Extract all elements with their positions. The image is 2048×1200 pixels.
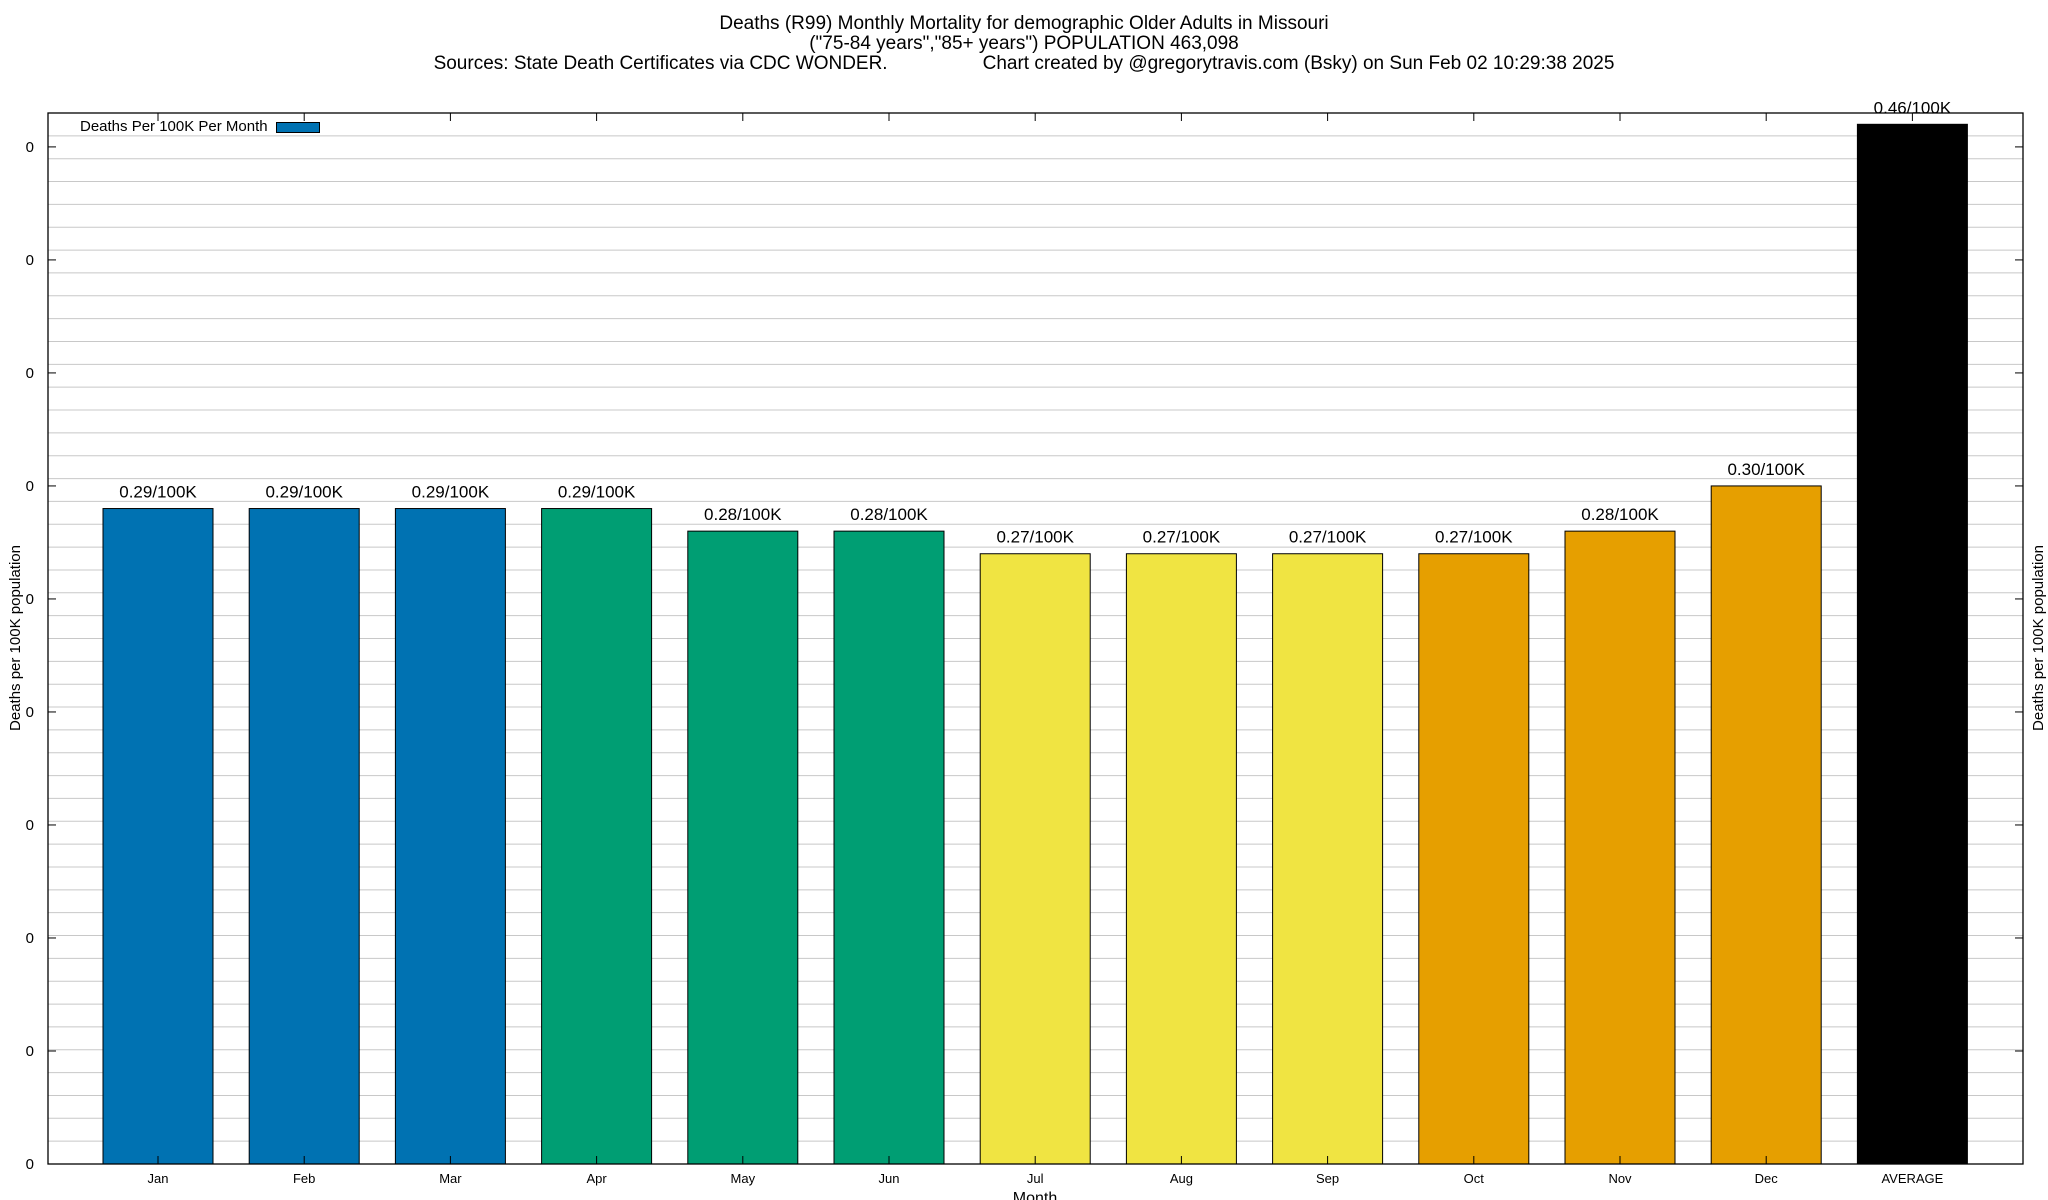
bar-jan (102, 508, 214, 1165)
x-tick-label: Feb (293, 1171, 315, 1186)
bar-average (1856, 123, 1968, 1165)
x-tick-label: Nov (1608, 1171, 1632, 1186)
y-axis-label-right: Deaths per 100K population (2030, 545, 2047, 731)
x-tick-label: Jan (148, 1171, 169, 1186)
data-label-jun: 0.28/100K (850, 505, 928, 524)
legend: Deaths Per 100K Per Month (80, 118, 320, 136)
y-tick-label: 0 (26, 139, 34, 156)
y-tick-label: 0 (26, 478, 34, 495)
y-tick-label: 0 (26, 365, 34, 382)
bar-sep (1272, 553, 1384, 1165)
data-label-oct: 0.27/100K (1435, 528, 1513, 547)
y-tick-label: 0 (26, 1156, 34, 1173)
data-label-aug: 0.27/100K (1143, 528, 1221, 547)
bar-may (687, 530, 799, 1165)
chart-credit-line: Chart created by @gregorytravis.com (Bsk… (982, 53, 1615, 74)
chart-sources-credit: Sources: State Death Certificates via CD… (0, 53, 2048, 75)
x-tick-label: May (731, 1171, 756, 1186)
y-tick-label: 0 (26, 817, 34, 834)
bar-dec (1710, 485, 1822, 1165)
x-tick-label: AVERAGE (1881, 1171, 1943, 1186)
x-tick-label: Dec (1755, 1171, 1779, 1186)
bars (102, 123, 1968, 1165)
bar-mar (394, 508, 506, 1165)
chart-title: Deaths (R99) Monthly Mortality for demog… (719, 13, 1329, 34)
data-label-mar: 0.29/100K (412, 483, 490, 502)
data-label-jul: 0.27/100K (996, 528, 1074, 547)
x-tick-label: Jun (879, 1171, 900, 1186)
x-tick-label: Sep (1316, 1171, 1339, 1186)
x-tick-label: Oct (1464, 1171, 1485, 1186)
plot-frame (47, 112, 2024, 1165)
y-tick-label: 0 (26, 930, 34, 947)
y-tick-label: 0 (26, 591, 34, 608)
y-tick-label: 0 (26, 704, 34, 721)
y-tick-label: 0 (26, 252, 34, 269)
chart-source-line: Sources: State Death Certificates via CD… (433, 53, 888, 74)
data-labels: 0.29/100K 0.29/100K 0.29/100K 0.29/100K 0.28… (119, 98, 1952, 546)
data-label-may: 0.28/100K (704, 505, 782, 524)
chart-subtitle: ("75-84 years","85+ years") POPULATION 4… (809, 33, 1239, 54)
data-label-apr: 0.29/100K (558, 483, 636, 502)
y-tick-labels: 0 0 0 0 0 0 0 0 0 0 (26, 139, 2023, 1173)
bar-jun (833, 530, 945, 1165)
x-tick-label: Apr (586, 1171, 607, 1186)
bar-aug (1125, 553, 1237, 1165)
legend-label: Deaths Per 100K Per Month (80, 118, 268, 135)
data-label-sep: 0.27/100K (1289, 528, 1367, 547)
bar-oct (1418, 553, 1530, 1165)
x-axis-label: Month (1013, 1190, 1057, 1200)
data-label-jan: 0.29/100K (119, 483, 197, 502)
x-tick-label: Mar (439, 1171, 462, 1186)
bar-nov (1564, 530, 1676, 1165)
x-tick-label: Jul (1027, 1171, 1044, 1186)
legend-swatch (275, 121, 320, 133)
x-tick-label: Aug (1170, 1171, 1193, 1186)
data-label-nov: 0.28/100K (1581, 505, 1659, 524)
bar-feb (248, 508, 360, 1165)
y-axis-label: Deaths per 100K population (7, 545, 24, 731)
x-tick-labels: Jan Feb Mar Apr May Jun Jul Aug Sep Oct Nov Dec AVER… (148, 113, 1944, 1186)
data-label-dec: 0.30/100K (1727, 460, 1805, 479)
bar-jul (979, 553, 1091, 1165)
bar-apr (541, 508, 653, 1165)
data-label-feb: 0.29/100K (265, 483, 343, 502)
y-tick-label: 0 (26, 1043, 34, 1060)
